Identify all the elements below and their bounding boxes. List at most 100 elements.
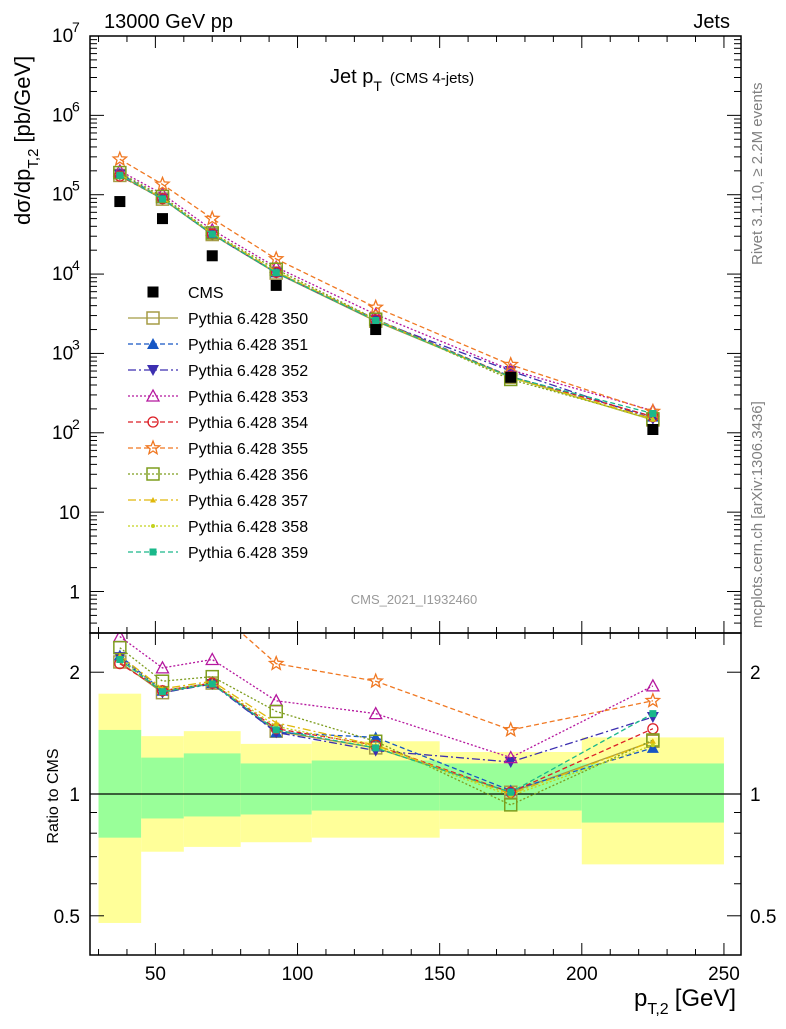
main-y-tick-label-7: 10 [52, 26, 73, 47]
main-series-point-6-2 [205, 226, 219, 240]
main-y-tick-exp-3: 3 [72, 336, 80, 352]
x-tick-label-2: 150 [424, 964, 456, 985]
legend-marker-8 [151, 524, 155, 528]
main-frame [89, 35, 742, 634]
ratio-y-tick-label-left-1: 1 [69, 785, 80, 806]
legend-marker-4 [147, 416, 159, 428]
main-series-point-4-3 [270, 266, 282, 279]
main-series-point-8-6 [650, 417, 655, 422]
legend-marker-5 [144, 439, 162, 456]
ratio-y-axis-label: Ratio to CMS [45, 748, 62, 843]
main-series-point-9-6 [649, 410, 657, 418]
ratio-series-line-3 [119, 635, 654, 759]
ratio-series-point-5-2 [206, 600, 219, 613]
legend-label-7: Pythia 6.428 357 [188, 493, 308, 510]
ratio-series-point-9-1 [158, 688, 166, 696]
main-axis-ticks [90, 36, 741, 634]
plot-title-main: Jet p [330, 66, 373, 88]
main-series-point-5-0 [111, 150, 129, 167]
main-y-tick-exp-5: 5 [72, 178, 80, 194]
x-axis-label-unit: [GeV] [675, 985, 736, 1012]
ratio-band-inner-6 [581, 763, 724, 823]
legend-label-6: Pythia 6.428 356 [188, 467, 308, 484]
ratio-y-tick-label-right-1: 1 [750, 785, 761, 806]
main-series-point-9-3 [272, 269, 280, 277]
ratio-panel: 0.5 0.5 1 1 2 2 50 100 150 200 250 Ratio to CMS [45, 572, 777, 985]
ratio-series-point-5-0 [113, 572, 126, 585]
ratio-series-point-9-0 [116, 656, 124, 664]
x-tick-label-4: 250 [708, 964, 740, 985]
legend: CMS Pythia 6.428 350 Pythia 6.428 351 Pythi… [128, 285, 308, 562]
main-series-point-9-4 [372, 317, 380, 325]
cms-data-point-3 [270, 279, 282, 291]
cms-data-point-6 [647, 424, 659, 436]
legend-label-cms: CMS [188, 285, 224, 302]
legend-marker-0 [146, 311, 160, 325]
ratio-series-point-9-3 [272, 726, 280, 734]
main-series-point-9-1 [158, 195, 166, 203]
x-axis-label-sub: T,2 [647, 1001, 668, 1018]
main-plot-marks [111, 150, 662, 436]
beam-label: 13000 GeV pp [104, 11, 233, 33]
ratio-series-point-9-4 [372, 744, 380, 752]
ratio-plot-marks [112, 572, 662, 812]
ratio-series-point-6-3 [269, 704, 283, 719]
ratio-y-tick-labels: 0.5 0.5 1 1 2 2 [54, 663, 777, 928]
ratio-band-inner-2 [183, 753, 241, 817]
plot-title: Jet pT (CMS 4-jets) [330, 66, 474, 94]
y-axis-label: dσ/dpT,2 [pb/GeV] [10, 56, 42, 225]
ratio-series-point-7-6 [649, 738, 656, 744]
ratio-series-point-3-4 [368, 706, 383, 720]
legend-marker-3 [145, 388, 161, 402]
y-axis-label-sub: T,2 [25, 149, 42, 169]
ratio-series-point-3-2 [205, 652, 220, 666]
legend-marker-1 [147, 338, 159, 349]
main-series-point-5-4 [367, 298, 385, 315]
ratio-y-tick-label-left-0: 0.5 [54, 907, 80, 928]
ratio-series-point-9-6 [649, 710, 657, 718]
main-series-point-5-3 [267, 250, 285, 267]
ratio-series-point-3-3 [269, 693, 284, 707]
ratio-series-point-6-0 [113, 640, 127, 655]
main-y-tick-label-4: 10 [52, 264, 73, 285]
main-series-point-5-2 [203, 209, 221, 226]
main-y-tick-label-5: 10 [52, 185, 73, 206]
ratio-series-point-1-4 [369, 731, 382, 743]
cms-data-point-4 [370, 324, 382, 336]
ratio-series-point-3-1 [155, 660, 170, 674]
main-y-tick-label-2: 10 [52, 423, 73, 444]
ratio-y-tick-label-left-2: 2 [69, 663, 80, 684]
main-y-tick-exp-6: 6 [72, 98, 80, 114]
ratio-series-point-8-6 [650, 743, 655, 748]
legend-label-8: Pythia 6.428 358 [188, 519, 308, 536]
x-tick-label-1: 100 [282, 964, 314, 985]
main-series-point-4-1 [156, 193, 169, 205]
y-axis-label-main: dσ/dp [10, 169, 35, 225]
ratio-band-inner-4 [311, 760, 440, 811]
main-series-point-6-1 [155, 189, 170, 204]
ratio-series-point-3-5 [503, 750, 518, 764]
ratio-axis-ticks [90, 633, 741, 956]
x-axis-label: pT,2 [GeV] [634, 985, 736, 1018]
legend-label-1: Pythia 6.428 351 [188, 337, 308, 354]
ratio-series-point-5-4 [367, 672, 385, 689]
ratio-band-inner-0 [98, 729, 142, 838]
main-y-tick-label-1: 10 [59, 503, 80, 524]
x-tick-label-3: 200 [566, 964, 598, 985]
cms-data-point-5 [505, 371, 517, 383]
analysis-id: CMS_2021_I1932460 [351, 592, 478, 607]
cms-data-point-0 [114, 196, 126, 208]
ratio-series-point-9-2 [208, 680, 216, 688]
legend-label-9: Pythia 6.428 359 [188, 545, 308, 562]
ratio-series-point-6-5 [503, 798, 518, 812]
ratio-band-inner-3 [240, 763, 312, 815]
main-y-tick-label-6: 10 [52, 105, 73, 126]
x-axis-label-main: p [634, 985, 647, 1012]
ratio-series-point-5-5 [502, 721, 520, 738]
process-label: Jets [693, 11, 730, 33]
main-series-point-9-0 [116, 171, 124, 179]
